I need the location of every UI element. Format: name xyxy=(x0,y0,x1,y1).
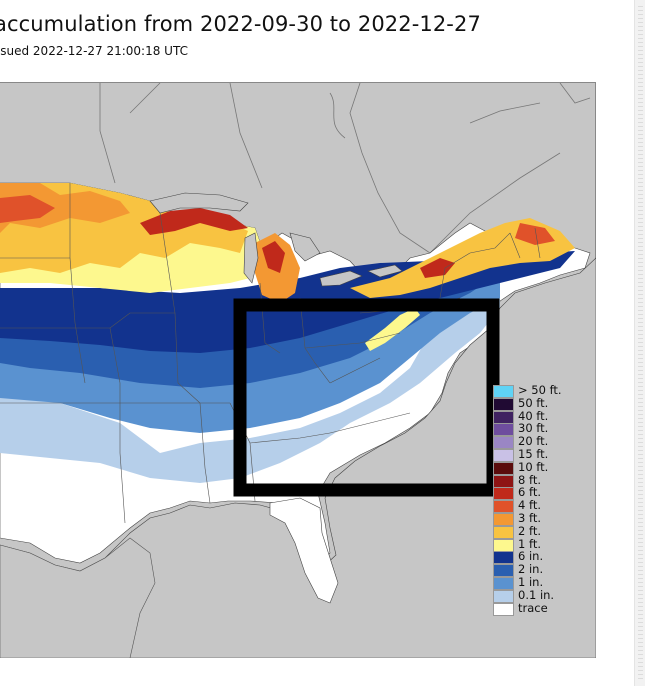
legend-swatch xyxy=(493,602,514,616)
legend-swatch xyxy=(493,564,514,578)
map-title: accumulation from 2022-09-30 to 2022-12-… xyxy=(0,12,481,36)
legend-swatch xyxy=(493,423,514,437)
legend-item: 15 ft. xyxy=(493,447,588,462)
legend-item: 8 ft. xyxy=(493,472,588,488)
map-graphic xyxy=(0,83,596,658)
legend-swatch xyxy=(493,410,514,424)
legend-label: 6 ft. xyxy=(518,485,541,500)
snowfall-map xyxy=(0,82,596,658)
legend-swatch xyxy=(493,525,514,539)
issued-timestamp: ssued 2022-12-27 21:00:18 UTC xyxy=(0,44,188,58)
legend-label: 2 ft. xyxy=(518,523,541,538)
snow-northeast-red xyxy=(420,258,455,278)
legend-item: 2 in. xyxy=(493,562,588,578)
legend-swatch xyxy=(493,474,514,488)
snow-appalachian xyxy=(365,308,420,351)
great-lakes xyxy=(149,192,403,287)
legend-label: 2 in. xyxy=(518,562,544,577)
scrollbar-track[interactable] xyxy=(638,6,643,680)
snow-northeast-orange xyxy=(515,223,555,245)
legend-label: 3 ft. xyxy=(518,511,541,525)
legend-item: 2 ft. xyxy=(493,523,588,539)
legend-label: 8 ft. xyxy=(518,472,541,487)
legend-swatch xyxy=(493,500,514,514)
legend-item: 4 ft. xyxy=(493,498,588,514)
legend-label: 50 ft. xyxy=(518,395,549,410)
legend-item: 20 ft. xyxy=(493,434,588,450)
legend-label: trace xyxy=(518,600,548,615)
legend-swatch xyxy=(493,449,514,462)
legend-swatch xyxy=(493,487,514,501)
canada-borders xyxy=(99,83,591,254)
legend-swatch xyxy=(493,551,514,565)
legend-label: 40 ft. xyxy=(518,408,549,423)
legend-swatch xyxy=(493,461,514,475)
legend-item: trace xyxy=(493,600,588,616)
snow-light-blue xyxy=(0,293,500,483)
legend-item: 6 ft. xyxy=(493,485,588,501)
legend-swatch xyxy=(493,385,514,398)
legend-swatch xyxy=(493,397,514,411)
legend-swatch xyxy=(493,589,514,603)
legend-label: 15 ft. xyxy=(518,447,549,461)
legend-item: 6 in. xyxy=(493,549,588,565)
legend-swatch xyxy=(493,436,514,450)
legend-item: 1 ft. xyxy=(493,536,588,552)
legend-label: > 50 ft. xyxy=(518,383,562,397)
mexico-land xyxy=(0,537,156,658)
legend-item: 0.1 in. xyxy=(493,587,588,603)
legend-label: 4 ft. xyxy=(518,498,541,513)
legend-swatch xyxy=(493,577,514,590)
legend-item: 1 in. xyxy=(493,575,588,590)
legend-swatch xyxy=(493,513,514,526)
legend-label: 30 ft. xyxy=(518,421,549,436)
legend-label: 1 ft. xyxy=(518,536,541,551)
legend-item: 50 ft. xyxy=(493,395,588,411)
state-borders xyxy=(0,183,541,524)
snow-4ft xyxy=(0,195,55,223)
legend-item: 3 ft. xyxy=(493,511,588,526)
legend-label: 20 ft. xyxy=(518,434,549,449)
legend-item: 40 ft. xyxy=(493,408,588,424)
legend-swatch xyxy=(493,538,514,552)
florida xyxy=(269,497,339,604)
snow-superior-band xyxy=(140,208,248,235)
snow-3ft xyxy=(0,183,130,233)
legend-item: 30 ft. xyxy=(493,421,588,437)
legend-item: 10 ft. xyxy=(493,459,588,475)
legend-label: 1 in. xyxy=(518,575,544,589)
legend-label: 0.1 in. xyxy=(518,587,555,602)
legend-label: 10 ft. xyxy=(518,459,549,474)
legend-item: > 50 ft. xyxy=(493,383,588,398)
legend-label: 6 in. xyxy=(518,549,544,564)
snow-michigan-red xyxy=(262,241,285,273)
scrollbar[interactable] xyxy=(634,0,645,686)
